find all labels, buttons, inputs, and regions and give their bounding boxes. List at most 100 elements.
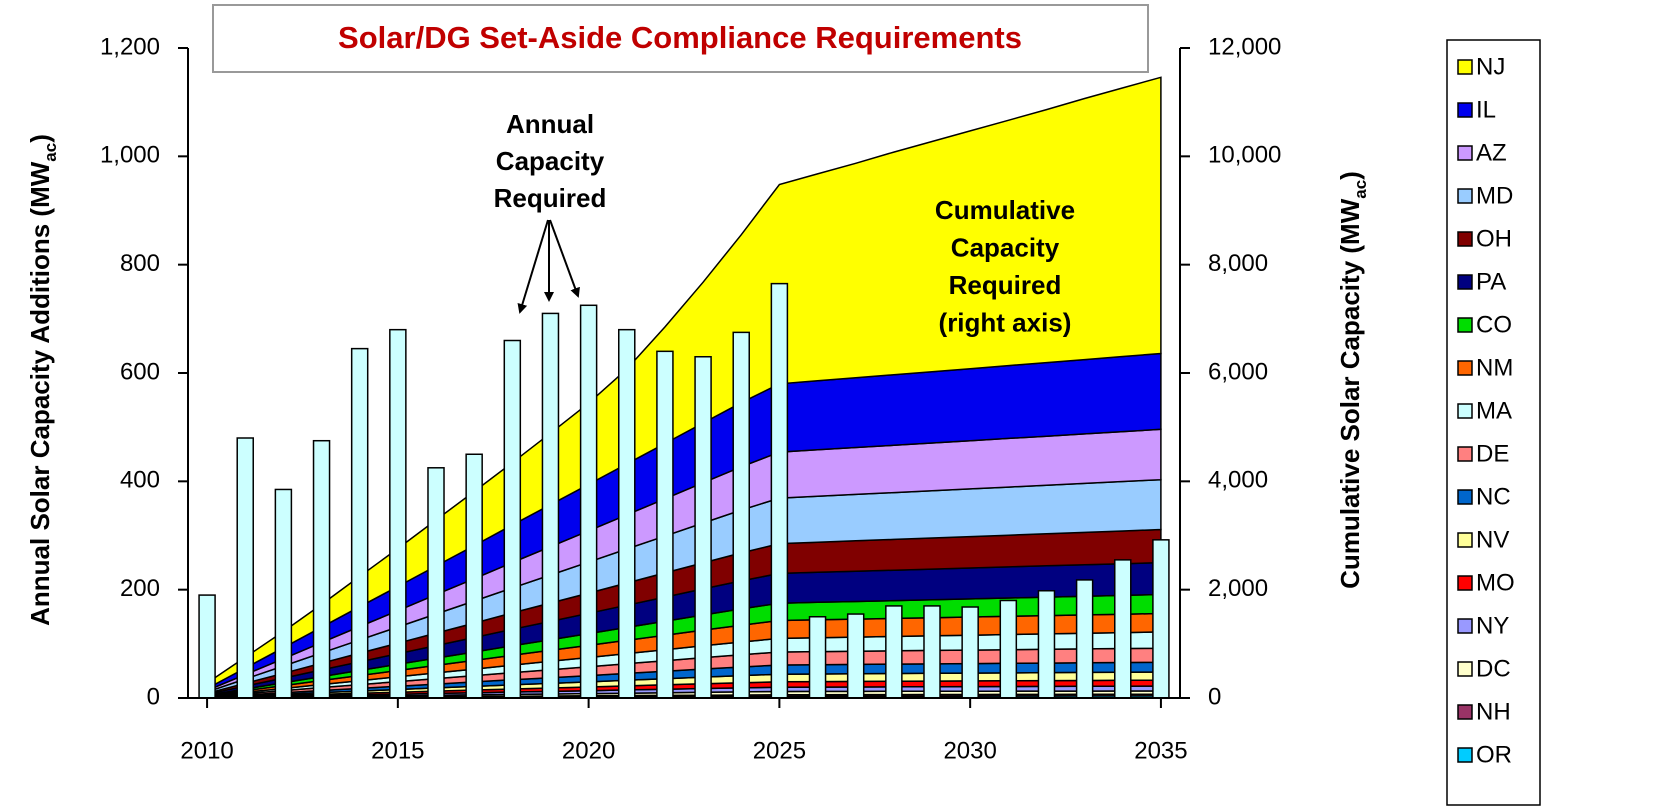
x-tick-label: 2020 <box>562 737 615 764</box>
bar <box>312 439 331 699</box>
x-tick-label: 2010 <box>180 737 233 764</box>
legend-swatch <box>1457 274 1473 290</box>
legend-swatch <box>1457 661 1473 677</box>
y2-tick-label: 6,000 <box>1208 358 1268 385</box>
legend-swatch <box>1457 59 1473 75</box>
y2label-part: ac <box>1351 180 1370 199</box>
annotation: Required <box>949 270 1062 300</box>
bar <box>350 347 369 699</box>
arrow <box>549 219 580 298</box>
legend-label: MA <box>1476 397 1512 424</box>
bar <box>770 282 789 699</box>
bar <box>923 605 941 699</box>
bar <box>694 356 712 699</box>
y-tick-label: 200 <box>120 575 160 602</box>
annotation: Required <box>494 183 607 213</box>
y2-tick-label: 10,000 <box>1208 142 1281 169</box>
legend-swatch <box>1457 618 1473 634</box>
bar <box>656 350 674 699</box>
bar <box>885 605 903 699</box>
x-tick-label: 2015 <box>371 737 424 764</box>
plot-area <box>187 48 1181 699</box>
legend-swatch <box>1457 532 1473 548</box>
legend-label: DE <box>1476 440 1509 467</box>
legend-label: OR <box>1476 741 1512 768</box>
legend-swatch <box>1457 360 1473 376</box>
legend-swatch <box>1457 704 1473 720</box>
y2label-part: Cumulative Solar Capacity (MW <box>1335 198 1365 589</box>
y2-tick-label: 0 <box>1208 683 1221 710</box>
bar <box>961 606 979 699</box>
bar <box>389 328 407 699</box>
legend-label: NH <box>1476 698 1511 725</box>
bar <box>427 467 445 699</box>
y-tick-label: 0 <box>147 683 160 710</box>
bar <box>541 312 560 699</box>
legend-swatch <box>1457 747 1473 763</box>
y-tick-label: 400 <box>120 467 160 494</box>
legend-swatch <box>1457 317 1473 333</box>
y-tick-label: 1,000 <box>100 142 160 169</box>
legend-label: NC <box>1476 483 1511 510</box>
bar <box>1152 539 1170 699</box>
legend-label: NM <box>1476 354 1513 381</box>
bar <box>274 488 293 699</box>
x-tick-label: 2025 <box>753 737 806 764</box>
legend-swatch <box>1457 231 1473 247</box>
bar <box>732 331 750 699</box>
ylabel-part: Annual Solar Capacity Additions (MW <box>25 161 55 626</box>
title-box <box>212 4 1149 73</box>
area <box>206 76 1162 690</box>
legend-label: NV <box>1476 526 1509 553</box>
y2-tick-label: 12,000 <box>1208 33 1281 60</box>
bar <box>846 613 865 699</box>
annotation: (right axis) <box>939 307 1072 337</box>
y-tick-label: 800 <box>120 250 160 277</box>
bar <box>579 304 598 699</box>
legend-swatch <box>1457 403 1473 419</box>
legend-label: NJ <box>1476 53 1505 80</box>
annotation: Annual <box>506 109 594 139</box>
annotation: Capacity <box>951 232 1060 262</box>
legend-label: NY <box>1476 612 1509 639</box>
bar <box>999 599 1018 699</box>
bar <box>1037 590 1056 699</box>
bar <box>808 616 827 699</box>
y-tick-label: 600 <box>120 358 160 385</box>
y2-tick-label: 2,000 <box>1208 575 1268 602</box>
y2-tick-label: 4,000 <box>1208 467 1268 494</box>
legend-label: PA <box>1476 268 1506 295</box>
bar <box>1075 579 1094 699</box>
y2label-part: ) <box>1335 171 1365 180</box>
legend-swatch <box>1457 575 1473 591</box>
bar <box>465 453 483 699</box>
x-tick-label: 2035 <box>1134 737 1187 764</box>
x-tick-label: 2030 <box>943 737 996 764</box>
annotation-arrows <box>517 219 580 314</box>
ylabel: Annual Solar Capacity Additions (MWac) <box>25 134 60 626</box>
annotation: Capacity <box>496 146 605 176</box>
legend-label: CO <box>1476 311 1512 338</box>
legend-box <box>1446 39 1541 806</box>
bar <box>503 339 522 699</box>
bar <box>1114 559 1132 699</box>
legend-swatch <box>1457 446 1473 462</box>
legend-label: OH <box>1476 225 1512 252</box>
legend-label: MO <box>1476 569 1515 596</box>
y2label: Cumulative Solar Capacity (MWac) <box>1335 171 1370 589</box>
y-tick-label: 1,200 <box>100 33 160 60</box>
legend-label: MD <box>1476 182 1513 209</box>
arrow <box>517 219 549 314</box>
bar <box>618 328 636 699</box>
legend-swatch <box>1457 102 1473 118</box>
ylabel-part: ) <box>25 134 55 143</box>
annotation: Cumulative <box>935 195 1075 225</box>
chart-title: Solar/DG Set-Aside Compliance Requiremen… <box>338 20 1022 55</box>
legend-label: DC <box>1476 655 1511 682</box>
legend-label: AZ <box>1476 139 1507 166</box>
legend-label: IL <box>1476 96 1496 123</box>
bar <box>236 437 254 699</box>
bar <box>198 594 216 699</box>
legend-swatch <box>1457 188 1473 204</box>
